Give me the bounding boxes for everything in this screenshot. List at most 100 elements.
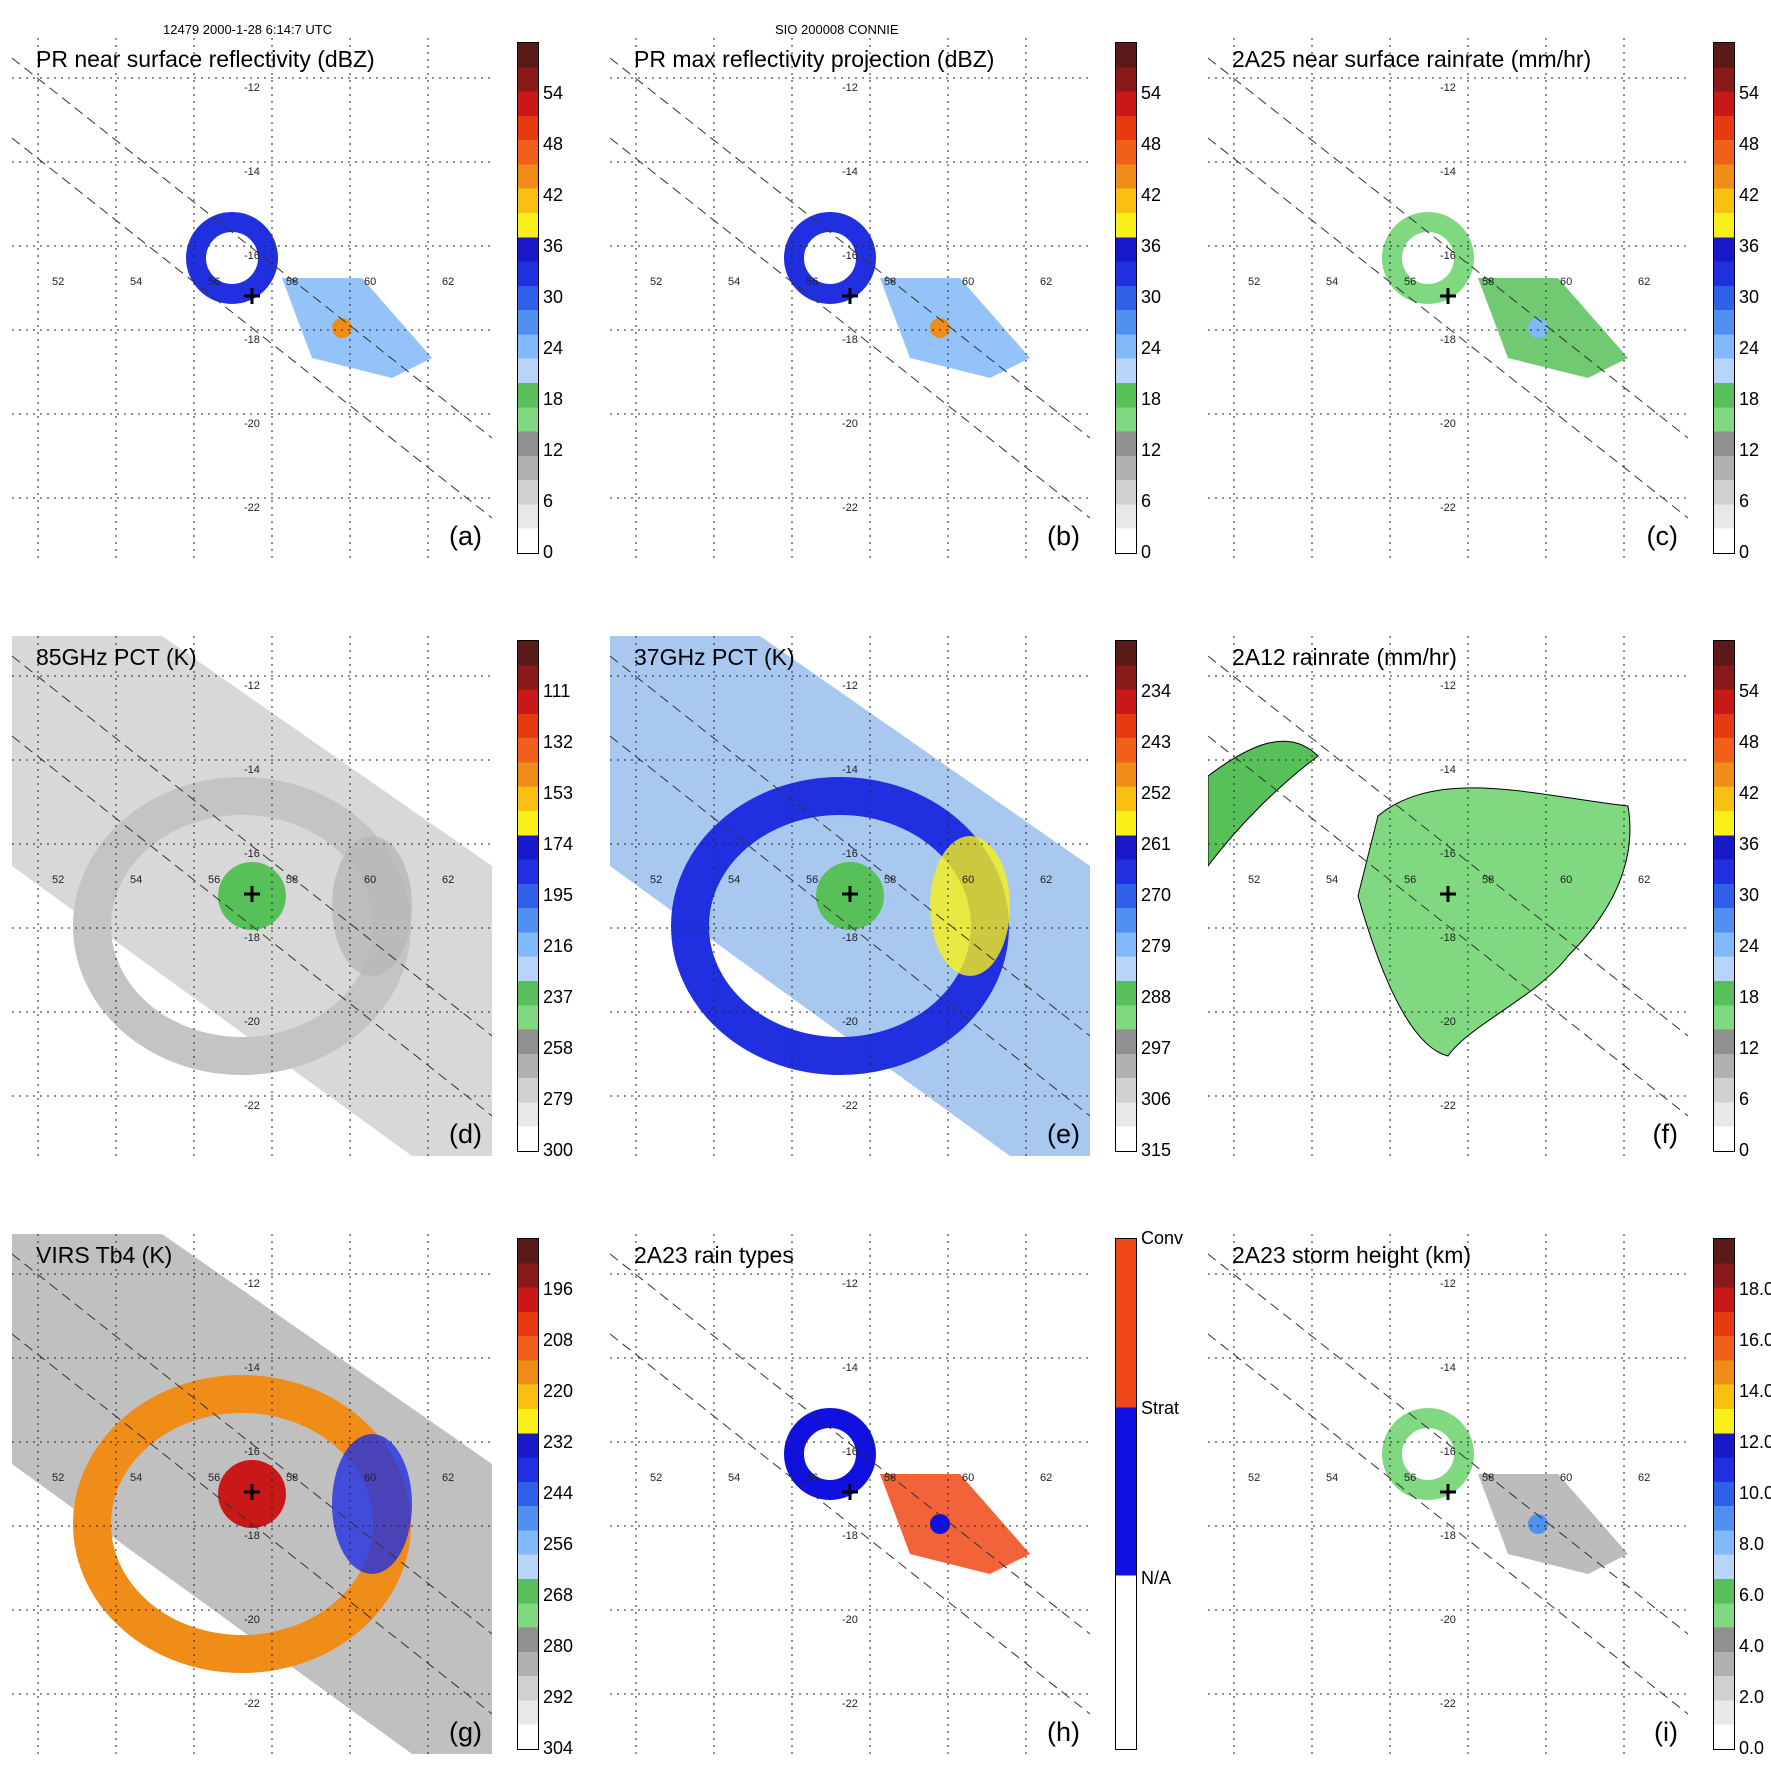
colorbar-tick-label: 111 bbox=[543, 681, 571, 701]
colorbar-tick-label: 288 bbox=[1141, 987, 1172, 1007]
longitude-label: 56 bbox=[208, 874, 221, 886]
orbit-time-header: 12479 2000-1-28 6:14:7 UTC bbox=[163, 22, 333, 37]
colorbar-tick-label: N/A bbox=[1141, 1568, 1172, 1588]
panel-letter: (f) bbox=[1652, 1119, 1678, 1149]
longitude-label: 62 bbox=[1040, 874, 1053, 886]
colorbar-tick-label: 8.0 bbox=[1739, 1534, 1765, 1554]
panel-c: -12 -14 -16 -18 -20 -22 52 54 56 58 60 62 2A25 near … bbox=[1208, 38, 1688, 558]
longitude-label: 62 bbox=[442, 1472, 455, 1484]
swath-boundary bbox=[12, 1333, 492, 1715]
colorbar-tick-label: 252 bbox=[1141, 783, 1172, 803]
colorbar-tick-label: 0 bbox=[1141, 542, 1152, 562]
longitude-label: 58 bbox=[286, 874, 299, 886]
panel-b: -12 -14 -16 -18 -20 -22 52 54 56 58 60 62 PR max ref… bbox=[610, 38, 1090, 558]
latitude-label: -14 bbox=[244, 166, 260, 178]
panel-letter: (e) bbox=[1047, 1119, 1080, 1149]
colorbar-tick-label: 18 bbox=[1739, 987, 1760, 1007]
latitude-label: -18 bbox=[244, 334, 260, 346]
swath-boundary bbox=[12, 1253, 492, 1635]
colorbar-tick-label: 54 bbox=[1739, 681, 1760, 701]
latitude-label: -16 bbox=[244, 250, 260, 262]
eyewall bbox=[784, 1408, 876, 1500]
longitude-label: 54 bbox=[130, 276, 143, 288]
colorbar-tick-label: 54 bbox=[543, 83, 564, 103]
latitude-label: -20 bbox=[244, 1614, 260, 1626]
map-plot bbox=[1208, 38, 1688, 558]
latitude-label: -20 bbox=[1440, 1614, 1456, 1626]
colorbar-tick-label: 30 bbox=[1739, 287, 1760, 307]
colorbar-tick-label: 36 bbox=[543, 236, 564, 256]
panel-title: 2A12 rainrate (mm/hr) bbox=[1232, 644, 1457, 670]
colorbar-tick-label: 12 bbox=[1739, 440, 1760, 460]
longitude-label: 52 bbox=[1248, 276, 1261, 288]
swath-boundary bbox=[610, 735, 1090, 1117]
longitude-label: 56 bbox=[1404, 1472, 1417, 1484]
rainband bbox=[332, 1434, 412, 1574]
eyewall bbox=[1382, 1408, 1474, 1500]
latitude-label: -18 bbox=[1440, 1530, 1456, 1542]
rainband bbox=[1478, 278, 1628, 378]
colorbar bbox=[1115, 1238, 1137, 1750]
colorbar bbox=[517, 1238, 539, 1750]
colorbar-tick-label: 280 bbox=[543, 1636, 574, 1656]
colorbar-tick-label: 12.0 bbox=[1739, 1432, 1771, 1452]
colorbar-tick-label: 208 bbox=[543, 1330, 574, 1350]
colorbar-tick-label: 48 bbox=[1739, 134, 1760, 154]
colorbar-tick-label: 0 bbox=[1739, 542, 1750, 562]
rainband bbox=[880, 278, 1030, 378]
panel-title: PR near surface reflectivity (dBZ) bbox=[36, 46, 375, 72]
latitude-label: -16 bbox=[244, 848, 260, 860]
swath-boundary bbox=[610, 137, 1090, 519]
swath-boundary bbox=[1208, 1333, 1688, 1715]
latitude-label: -20 bbox=[1440, 1016, 1456, 1028]
longitude-label: 58 bbox=[884, 874, 897, 886]
colorbar-tick-label: 4.0 bbox=[1739, 1636, 1765, 1656]
colorbar bbox=[1713, 42, 1735, 554]
colorbar-tick-label: 196 bbox=[543, 1279, 574, 1299]
latitude-label: -22 bbox=[842, 1698, 858, 1710]
latitude-label: -18 bbox=[244, 1530, 260, 1542]
longitude-label: 60 bbox=[962, 874, 975, 886]
swath-boundary bbox=[12, 57, 492, 439]
panel-title: 2A23 rain types bbox=[634, 1242, 794, 1268]
colorbar-tick-label: 6 bbox=[1141, 491, 1152, 511]
convective-cell bbox=[1528, 1514, 1548, 1534]
map-plot bbox=[1208, 636, 1688, 1156]
longitude-label: 54 bbox=[1326, 276, 1339, 288]
colorbar-tick-label: 54 bbox=[1141, 83, 1162, 103]
colorbar-tick-label: 268 bbox=[543, 1585, 574, 1605]
swath-boundary bbox=[12, 735, 492, 1117]
rainband bbox=[282, 278, 432, 378]
panel-title: 37GHz PCT (K) bbox=[634, 644, 795, 670]
latitude-label: -22 bbox=[1440, 502, 1456, 514]
storm-name-header: SIO 200008 CONNIE bbox=[775, 22, 899, 37]
longitude-label: 62 bbox=[442, 874, 455, 886]
longitude-label: 56 bbox=[1404, 874, 1417, 886]
latitude-label: -20 bbox=[244, 418, 260, 430]
panel-letter: (h) bbox=[1047, 1717, 1080, 1747]
latitude-label: -18 bbox=[1440, 932, 1456, 944]
map-plot bbox=[610, 1234, 1090, 1754]
latitude-label: -20 bbox=[842, 418, 858, 430]
latitude-label: -16 bbox=[842, 1446, 858, 1458]
map-plot bbox=[1208, 1234, 1688, 1754]
latitude-label: -22 bbox=[1440, 1100, 1456, 1112]
swath-boundary bbox=[610, 57, 1090, 439]
latitude-label: -16 bbox=[1440, 848, 1456, 860]
panel-i: -12 -14 -16 -18 -20 -22 52 54 56 58 60 62 2A23 storm… bbox=[1208, 1234, 1688, 1754]
colorbar-tick-label: 10.0 bbox=[1739, 1483, 1771, 1503]
longitude-label: 54 bbox=[1326, 1472, 1339, 1484]
colorbar-tick-label: 306 bbox=[1141, 1089, 1172, 1109]
swath-boundary bbox=[610, 655, 1090, 1037]
colorbar-tick-label: 42 bbox=[1739, 783, 1760, 803]
colorbar-tick-label: 6 bbox=[1739, 1089, 1750, 1109]
swath-boundary bbox=[12, 655, 492, 1037]
longitude-label: 54 bbox=[728, 276, 741, 288]
longitude-label: 52 bbox=[650, 874, 663, 886]
panel-e: -12 -14 -16 -18 -20 -22 52 54 56 58 60 62 37GHz PCT … bbox=[610, 636, 1090, 1156]
panel-h: -12 -14 -16 -18 -20 -22 52 54 56 58 60 62 2A23 rain … bbox=[610, 1234, 1090, 1754]
longitude-label: 54 bbox=[728, 1472, 741, 1484]
colorbar-tick-label: 220 bbox=[543, 1381, 574, 1401]
latitude-label: -20 bbox=[842, 1016, 858, 1028]
swath-boundary bbox=[12, 137, 492, 519]
